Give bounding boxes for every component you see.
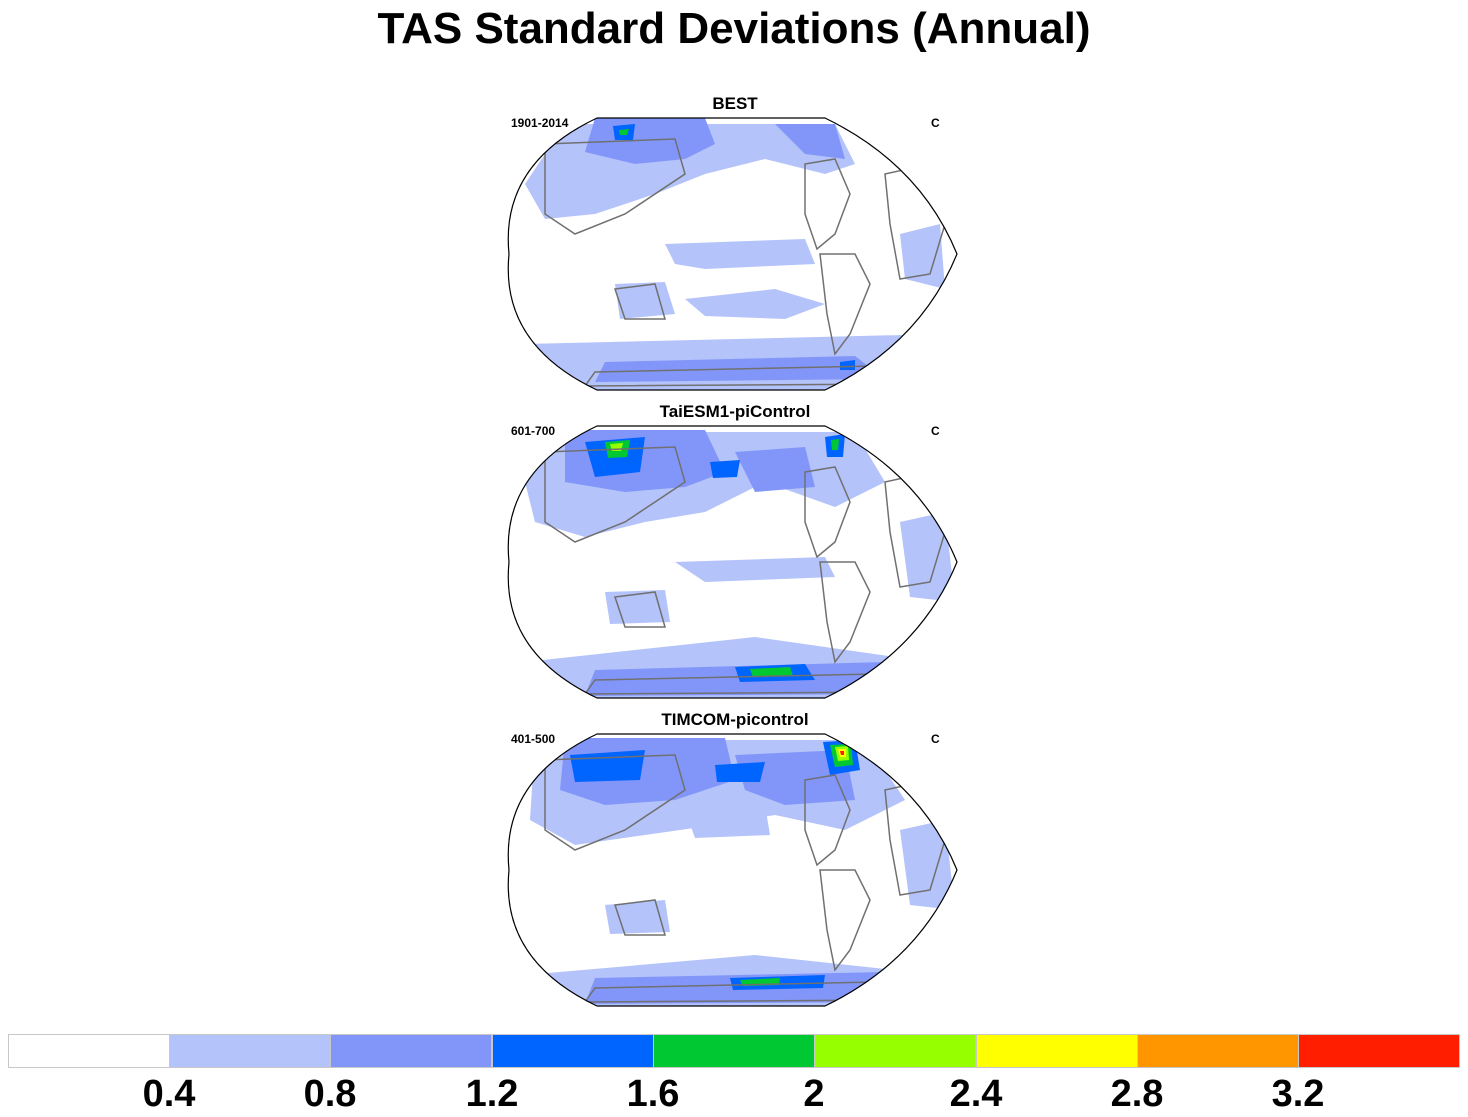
colorbar-box (169, 1034, 331, 1068)
colorbar-tick-label: 2.8 (1110, 1073, 1164, 1115)
colorbar-tick-label: 3.2 (1271, 1073, 1325, 1115)
world-map (507, 117, 958, 391)
colorbar-box (976, 1034, 1138, 1068)
colorbar-box (1137, 1034, 1299, 1068)
colorbar-tick-label: 0.8 (303, 1073, 357, 1115)
world-map (507, 425, 958, 699)
panel-title: TIMCOM-picontrol (661, 710, 809, 729)
colorbar (8, 1034, 1460, 1068)
figure-title: TAS Standard Deviations (Annual) (377, 4, 1091, 53)
colorbar-box (330, 1034, 492, 1068)
panel-title: TaiESM1-piControl (659, 402, 811, 421)
colorbar-tick-label: 1.6 (626, 1073, 680, 1115)
panel-title: BEST (712, 94, 758, 113)
colorbar-box (653, 1034, 815, 1068)
map-panel-taiesm1: TaiESM1-piControl 601-700 C (505, 402, 965, 702)
colorbar-box (492, 1034, 654, 1068)
panel-period: 601-700 (511, 424, 556, 438)
colorbar-tick-label: 0.4 (142, 1073, 196, 1115)
colorbar-tick-label: 2.4 (949, 1073, 1003, 1115)
map-panel-best: BEST 1901-2014 C (505, 94, 965, 394)
colorbar-box (8, 1034, 170, 1068)
panel-units: C (931, 424, 940, 438)
panel-units: C (931, 732, 940, 746)
colorbar-tick-label: 1.2 (465, 1073, 519, 1115)
panel-period: 1901-2014 (511, 116, 569, 130)
colorbar-box (1298, 1034, 1460, 1068)
world-map (507, 733, 958, 1007)
panel-period: 401-500 (511, 732, 556, 746)
colorbar-box (814, 1034, 976, 1068)
panel-units: C (931, 116, 940, 130)
map-panel-timcom: TIMCOM-picontrol 401-500 C (505, 710, 965, 1010)
colorbar-tick-label: 2 (803, 1073, 825, 1115)
